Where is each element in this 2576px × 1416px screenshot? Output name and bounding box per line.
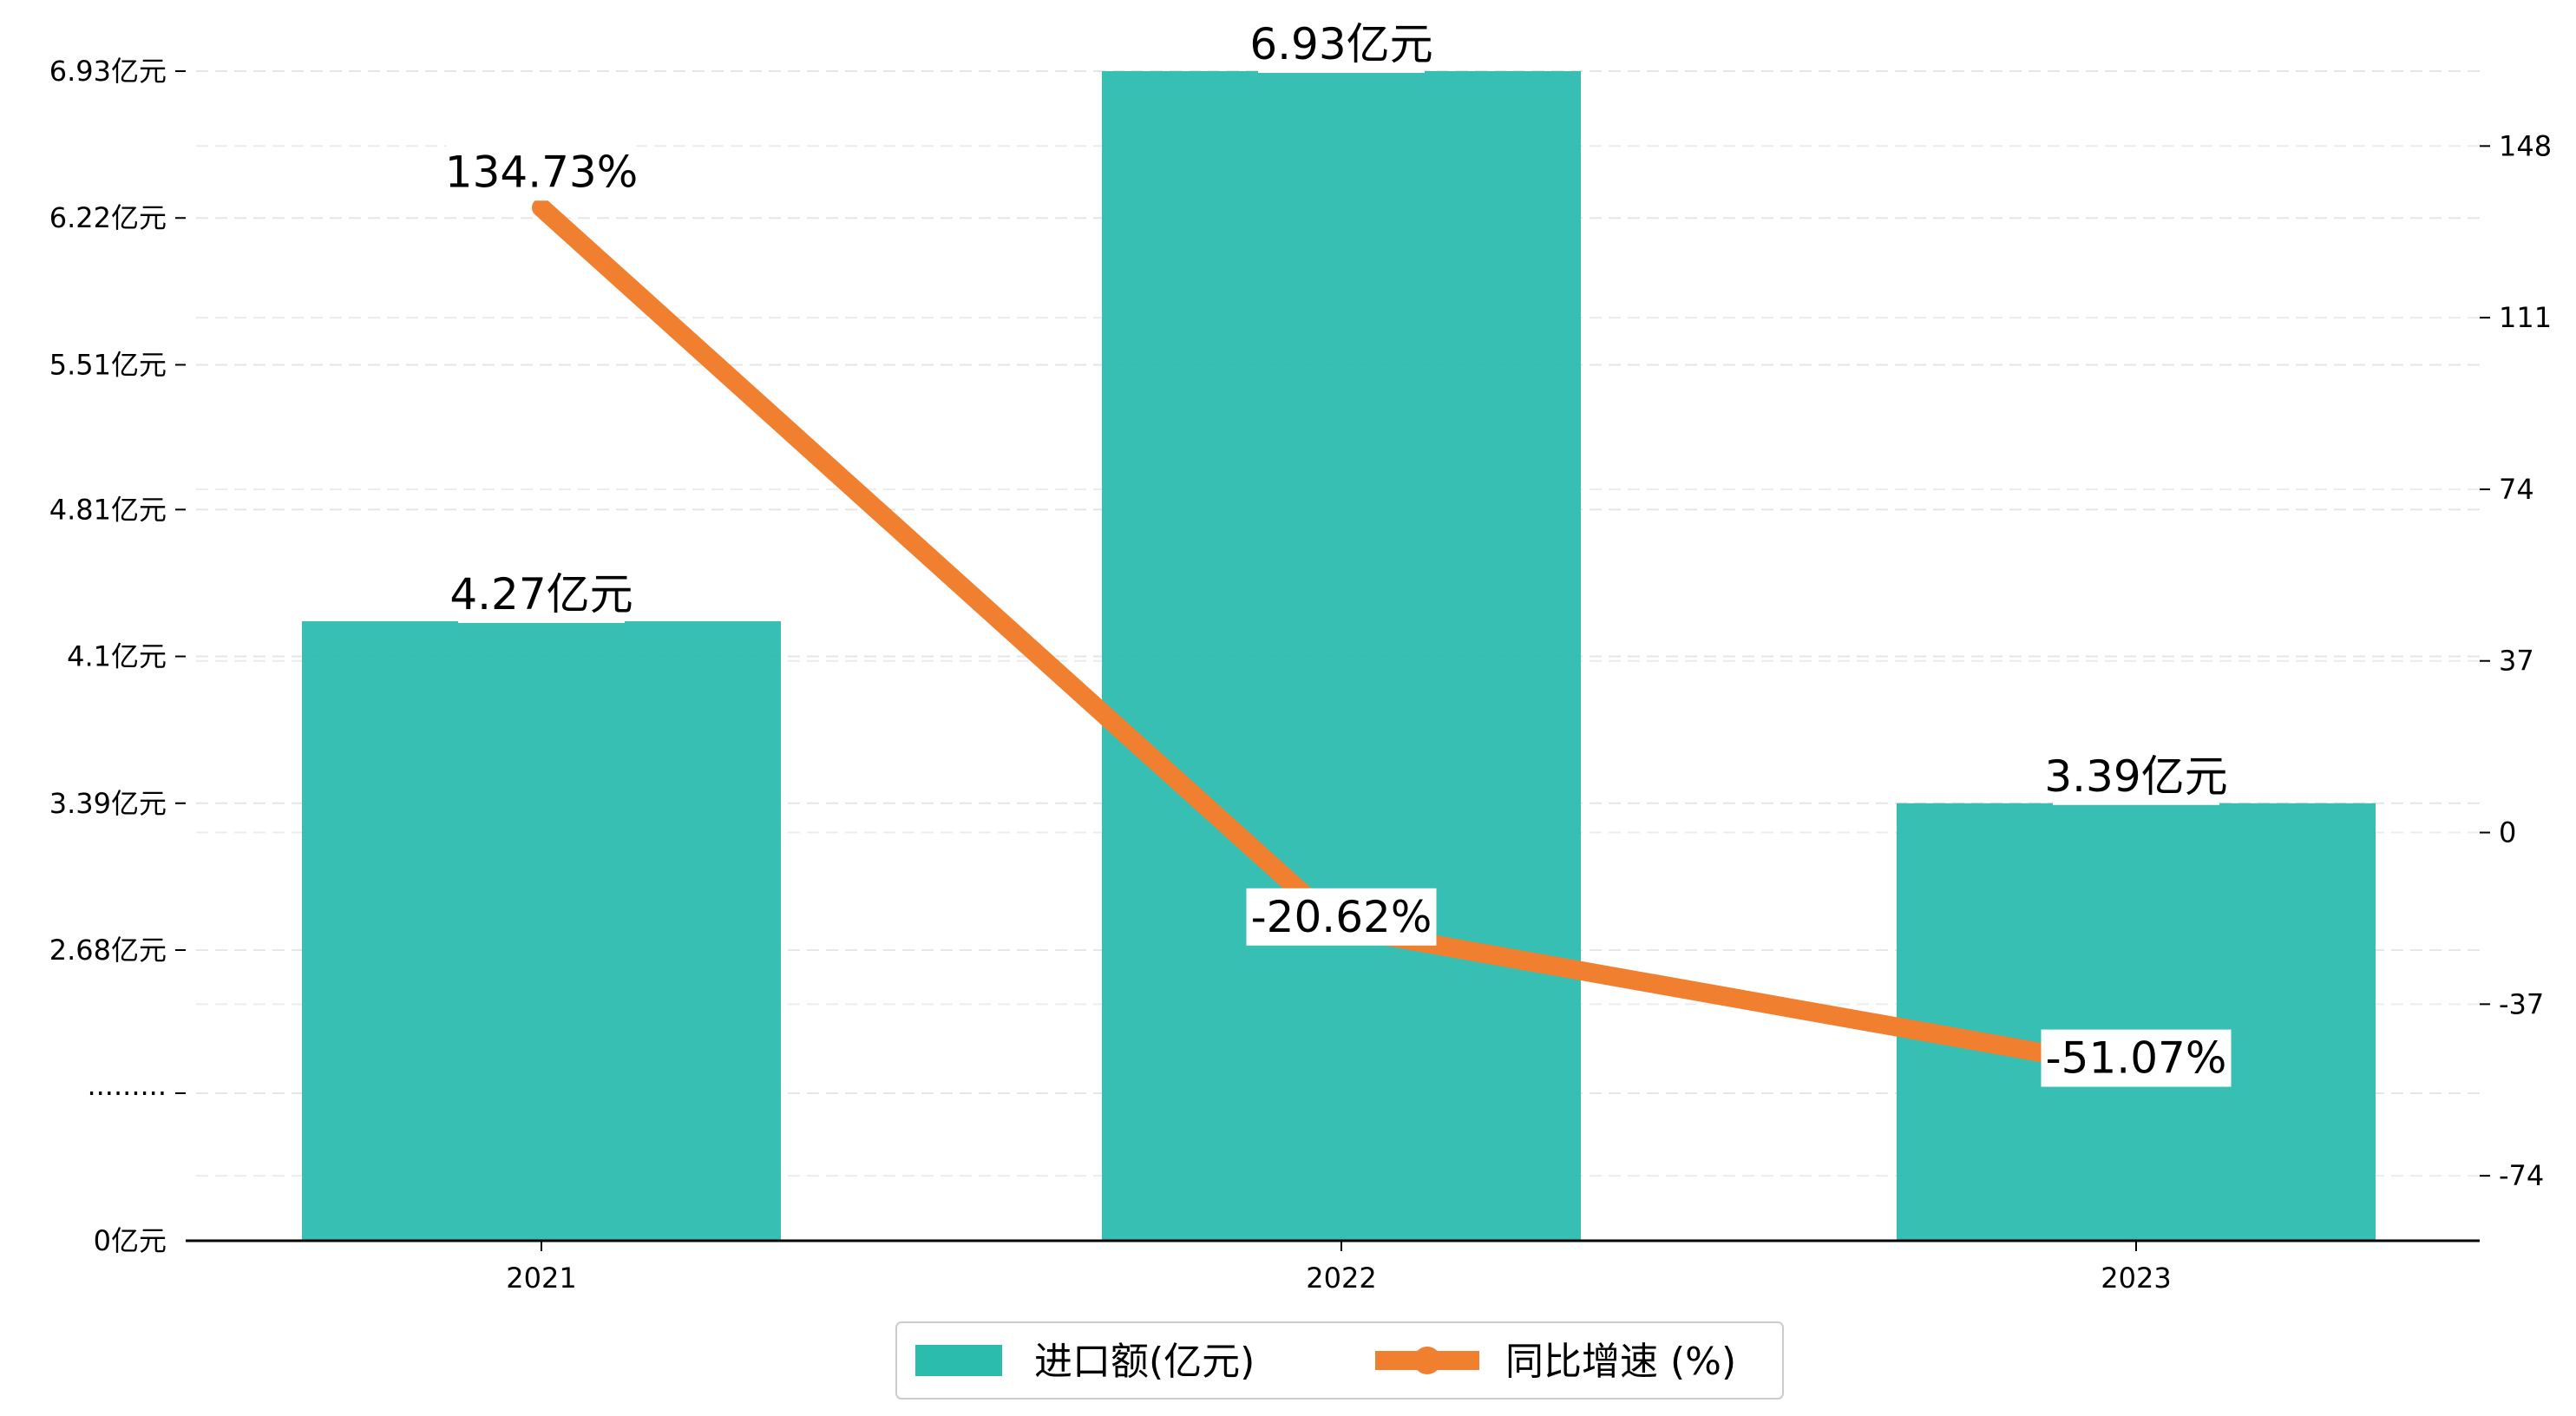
right-tick-label-2: 0 [2499, 816, 2516, 849]
left-axis: 0亿元 ········· 2.68亿元 3.39亿元 4.1亿元 4.81亿元 5.51亿… [49, 55, 186, 1257]
left-tick-label-2: 2.68亿元 [49, 934, 167, 967]
growth-value-label-2021: 134.73% [445, 147, 638, 197]
legend-label-line: 同比增速 (%) [1505, 1340, 1736, 1384]
growth-value-label-2021-box [446, 143, 637, 201]
left-tick-label-5: 4.81亿元 [49, 493, 167, 526]
x-tick-label-2021: 2021 [506, 1262, 576, 1295]
bar-value-label-2023: 3.39亿元 [2044, 751, 2227, 802]
left-tick-label-3: 3.39亿元 [49, 787, 167, 820]
bar-value-label-2023-box [2053, 747, 2219, 805]
growth-value-label-2023: -51.07% [2046, 1033, 2227, 1084]
left-tick-label-6: 5.51亿元 [49, 348, 167, 381]
bar-value-label-2021-box [458, 566, 625, 624]
legend-label-bar: 进口额(亿元) [1034, 1340, 1255, 1384]
bar-value-label-2022: 6.93亿元 [1249, 19, 1432, 69]
data-labels: 4.27亿元 6.93亿元 3.39亿元 134.73% -20.62% -51.07% [445, 16, 2232, 1087]
growth-value-label-2022: -20.62% [1251, 892, 1432, 942]
growth-value-label-2023-box [2041, 1029, 2232, 1087]
right-tick-label-4: 74 [2499, 473, 2534, 506]
bar-2023 [1897, 803, 2376, 1241]
legend-box [895, 1321, 1784, 1400]
right-tick-label-0: -74 [2499, 1159, 2544, 1192]
bar-value-label-2022-box [1258, 16, 1425, 73]
right-axis: -74 -37 0 37 74 111 148 [2480, 129, 2552, 1192]
left-tick-label-0: 0亿元 [94, 1224, 167, 1257]
right-tick-label-1: -37 [2499, 987, 2544, 1020]
bar-series [302, 71, 2376, 1241]
left-tick-label-8: 6.93亿元 [49, 55, 167, 88]
legend: 进口额(亿元) 同比增速 (%) [895, 1321, 1784, 1400]
legend-swatch-bar [915, 1345, 1002, 1376]
bar-2021 [302, 621, 781, 1241]
bar-value-label-2021: 4.27亿元 [449, 569, 633, 620]
left-tick-label-4: 4.1亿元 [67, 640, 167, 673]
bar-2022 [1102, 71, 1581, 1241]
x-tick-label-2022: 2022 [1306, 1262, 1376, 1295]
right-tick-label-5: 111 [2499, 301, 2552, 334]
legend-swatch-marker [1413, 1347, 1441, 1374]
x-tick-label-2023: 2023 [2101, 1262, 2171, 1295]
growth-value-label-2022-box [1246, 888, 1437, 946]
left-tick-label-1: ········· [87, 1077, 167, 1110]
right-tick-label-6: 148 [2499, 129, 2552, 162]
left-tick-label-7: 6.22亿元 [49, 201, 167, 234]
x-axis: 2021 2022 2023 [506, 1241, 2172, 1295]
right-tick-label-3: 37 [2499, 645, 2534, 678]
growth-point-2021 [532, 198, 551, 218]
